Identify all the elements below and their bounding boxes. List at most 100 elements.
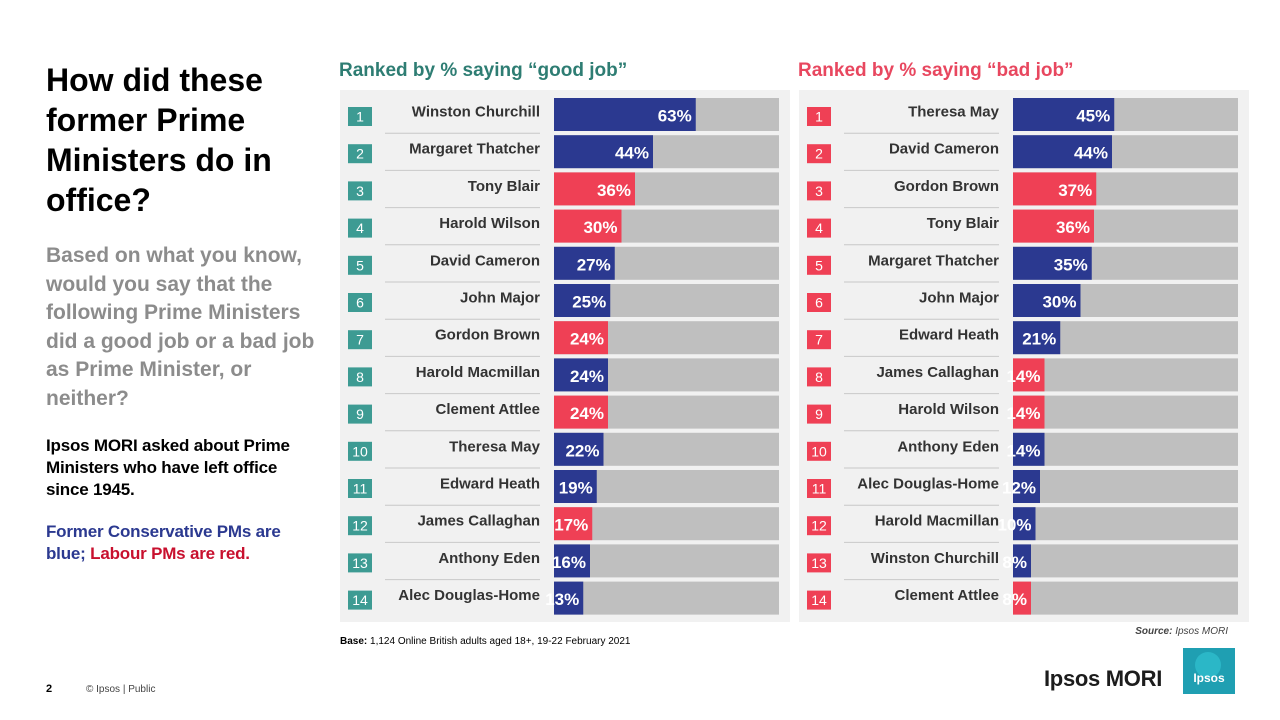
rank-badge bbox=[348, 144, 372, 164]
rank-badge bbox=[807, 107, 831, 126]
bar-track bbox=[554, 544, 779, 578]
pm-name: Clement Attlee bbox=[436, 401, 540, 418]
pm-name: Edward Heath bbox=[440, 476, 540, 493]
rank-badge bbox=[348, 330, 372, 350]
rank-badge bbox=[348, 107, 372, 126]
bar-value-label: 36% bbox=[597, 181, 631, 200]
bar bbox=[1013, 507, 1036, 541]
bar-value-label: 24% bbox=[570, 330, 604, 349]
bar-value-label: 27% bbox=[577, 255, 611, 274]
bar-value-label: 22% bbox=[565, 441, 599, 460]
bar-track bbox=[1013, 358, 1238, 392]
rank-badge bbox=[807, 218, 831, 238]
source-text: Ipsos MORI bbox=[1175, 626, 1228, 637]
ipsos-logo: Ipsos bbox=[1183, 648, 1235, 694]
rank-number: 4 bbox=[815, 220, 823, 236]
conservative-note: Former Conservative PMs are blue; bbox=[46, 522, 281, 563]
bar bbox=[554, 209, 622, 243]
bar-value-label: 16% bbox=[552, 553, 586, 572]
bar-value-label: 30% bbox=[1042, 293, 1076, 312]
rank-number: 10 bbox=[352, 443, 368, 459]
pm-name: Margaret Thatcher bbox=[868, 252, 999, 269]
rank-badge bbox=[807, 516, 831, 536]
rank-number: 12 bbox=[811, 518, 827, 534]
rank-number: 1 bbox=[815, 109, 823, 125]
source-label: Source: bbox=[1135, 626, 1173, 637]
bar bbox=[1013, 432, 1045, 466]
pm-name: David Cameron bbox=[889, 141, 999, 158]
bar-value-label: 13% bbox=[545, 590, 579, 609]
pm-name: John Major bbox=[919, 290, 999, 307]
bar bbox=[554, 135, 653, 169]
good-job-panel: 1 Winston Churchill 63% 2 Margaret Thatcher 4… bbox=[340, 90, 790, 622]
bar-value-label: 17% bbox=[554, 516, 588, 535]
rank-badge bbox=[348, 218, 372, 238]
rank-badge bbox=[348, 255, 372, 275]
pm-name: Gordon Brown bbox=[435, 327, 540, 344]
bar-track bbox=[1013, 507, 1238, 541]
bar-value-label: 37% bbox=[1058, 181, 1092, 200]
rank-badge bbox=[807, 144, 831, 164]
bar-value-label: 44% bbox=[615, 144, 649, 163]
rank-badge bbox=[807, 404, 831, 424]
bar bbox=[554, 98, 696, 131]
good-job-heading: Ranked by % saying “good job” bbox=[339, 60, 628, 81]
bar-value-label: 10% bbox=[997, 516, 1031, 535]
bar-track bbox=[1013, 581, 1238, 615]
logo-text: Ipsos bbox=[1193, 671, 1225, 685]
pm-name: Edward Heath bbox=[899, 327, 999, 344]
rank-badge bbox=[807, 553, 831, 573]
base-note: Base: 1,124 Online British adults aged 1… bbox=[340, 636, 630, 647]
rank-number: 2 bbox=[356, 146, 364, 162]
pm-name: Anthony Eden bbox=[897, 438, 999, 455]
pm-name: Gordon Brown bbox=[894, 178, 999, 195]
rank-badge bbox=[807, 441, 831, 461]
rank-badge bbox=[348, 479, 372, 498]
bar-value-label: 24% bbox=[570, 404, 604, 423]
pm-name: Harold Macmillan bbox=[875, 513, 999, 530]
rank-badge bbox=[348, 293, 372, 312]
rank-number: 11 bbox=[353, 481, 368, 497]
bar bbox=[554, 432, 604, 466]
left-column: How did these former Prime Ministers do … bbox=[46, 60, 316, 565]
bar bbox=[1013, 284, 1081, 317]
rank-number: 11 bbox=[812, 481, 827, 497]
bar bbox=[554, 284, 611, 317]
rank-badge bbox=[807, 181, 831, 201]
bar-track bbox=[1013, 470, 1238, 503]
rank-badge bbox=[807, 367, 831, 387]
bar bbox=[1013, 544, 1031, 578]
pm-name: Winston Churchill bbox=[412, 104, 540, 121]
rank-number: 10 bbox=[811, 443, 827, 459]
good-job-chart: 1 Winston Churchill 63% 2 Margaret Thatcher 4… bbox=[348, 98, 779, 615]
bar-track bbox=[1013, 395, 1238, 429]
pm-name: Alec Douglas-Home bbox=[398, 587, 540, 604]
rank-badge bbox=[348, 181, 372, 201]
rank-badge bbox=[807, 479, 831, 498]
bar-value-label: 21% bbox=[1022, 330, 1056, 349]
source-note: Source: Ipsos MORI bbox=[1135, 626, 1228, 637]
pm-name: David Cameron bbox=[430, 252, 540, 269]
bar bbox=[1013, 246, 1092, 280]
pm-name: Tony Blair bbox=[927, 215, 999, 232]
rank-badge bbox=[348, 516, 372, 536]
slide-title: How did these former Prime Ministers do … bbox=[46, 62, 272, 218]
pm-name: Harold Macmillan bbox=[416, 364, 540, 381]
pm-name: Alec Douglas-Home bbox=[857, 476, 999, 493]
bar bbox=[554, 544, 590, 578]
bar bbox=[554, 507, 593, 541]
rank-number: 1 bbox=[356, 109, 364, 125]
bar-value-label: 14% bbox=[1006, 367, 1040, 386]
survey-note: Ipsos MORI asked about Prime Ministers w… bbox=[46, 436, 290, 499]
bar bbox=[1013, 209, 1094, 243]
rank-number: 9 bbox=[356, 406, 364, 422]
pm-name: Margaret Thatcher bbox=[409, 141, 540, 158]
pm-name: Theresa May bbox=[908, 104, 1000, 121]
rank-number: 3 bbox=[815, 183, 823, 199]
pm-name: James Callaghan bbox=[417, 513, 540, 530]
bar bbox=[1013, 581, 1031, 615]
bar bbox=[1013, 470, 1040, 503]
rank-badge bbox=[807, 330, 831, 350]
bar-value-label: 24% bbox=[570, 367, 604, 386]
bar-value-label: 19% bbox=[559, 479, 593, 498]
